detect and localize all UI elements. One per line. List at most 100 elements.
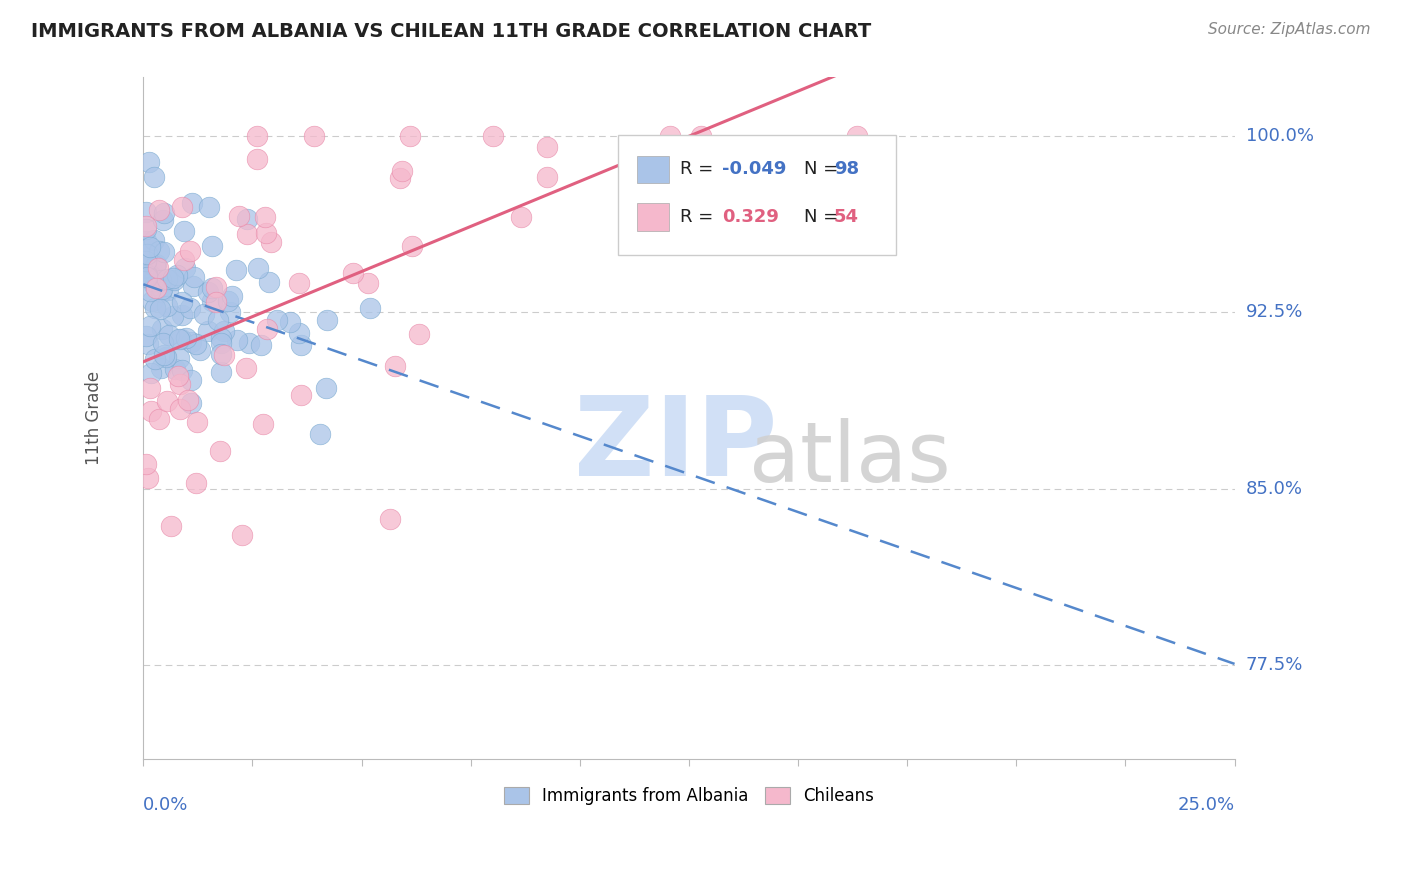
Point [266, 313, 288, 327]
Point [536, 170, 558, 185]
Point [302, 129, 325, 144]
Point [254, 210, 277, 224]
Point [135, 268, 157, 282]
Point [170, 200, 193, 214]
Point [139, 381, 162, 395]
Point [250, 338, 273, 352]
Point [143, 301, 166, 316]
Point [221, 289, 243, 303]
Text: R =: R = [681, 161, 713, 178]
Text: ZIP: ZIP [575, 392, 778, 499]
Point [134, 234, 156, 248]
Point [188, 343, 211, 357]
FancyBboxPatch shape [637, 203, 669, 231]
Point [153, 206, 176, 220]
Point [197, 324, 219, 338]
Point [290, 338, 312, 352]
Point [148, 203, 170, 218]
Point [197, 200, 219, 214]
Text: 77.5%: 77.5% [1246, 656, 1303, 673]
Point [315, 381, 337, 395]
Point [278, 315, 301, 329]
Point [659, 129, 682, 144]
Point [167, 369, 190, 384]
Point [169, 377, 191, 392]
Point [225, 263, 247, 277]
Point [156, 394, 179, 409]
Text: atlas: atlas [749, 418, 950, 500]
Point [252, 417, 274, 431]
Point [143, 351, 166, 366]
Point [219, 305, 242, 319]
Point [201, 281, 224, 295]
Point [167, 332, 190, 346]
Point [254, 226, 277, 240]
Point [399, 129, 422, 144]
Point [150, 322, 173, 336]
Text: 98: 98 [834, 161, 859, 178]
Point [235, 361, 257, 376]
Point [141, 264, 163, 278]
Point [238, 335, 260, 350]
Text: R =: R = [681, 208, 713, 226]
Point [150, 361, 173, 376]
Point [689, 129, 711, 144]
Point [135, 260, 157, 275]
Text: N =: N = [803, 208, 838, 226]
Point [225, 333, 247, 347]
Text: -0.049: -0.049 [721, 161, 786, 178]
Point [201, 294, 224, 309]
Point [536, 140, 558, 154]
Point [172, 308, 194, 322]
Point [136, 268, 159, 282]
Point [139, 319, 162, 334]
Point [209, 444, 232, 458]
Point [209, 347, 232, 361]
Point [141, 294, 163, 309]
Point [315, 313, 337, 327]
Point [139, 240, 162, 254]
Point [357, 276, 380, 290]
Point [257, 276, 280, 290]
Point [342, 266, 364, 280]
Point [388, 171, 411, 186]
Point [142, 278, 165, 293]
Point [207, 313, 229, 327]
FancyBboxPatch shape [637, 156, 669, 183]
Point [149, 273, 172, 287]
Point [179, 301, 201, 316]
Point [160, 518, 183, 533]
Point [201, 239, 224, 253]
Text: 0.329: 0.329 [721, 208, 779, 226]
Point [153, 245, 176, 260]
Point [177, 393, 200, 408]
Point [180, 335, 202, 350]
Point [176, 331, 198, 345]
Point [246, 152, 269, 166]
Point [157, 327, 180, 342]
Point [401, 239, 423, 253]
Point [148, 260, 170, 275]
Point [143, 170, 166, 185]
Point [155, 271, 177, 285]
Point [167, 351, 190, 365]
Point [246, 129, 269, 144]
Point [134, 222, 156, 236]
Point [141, 269, 163, 284]
Point [135, 328, 157, 343]
Point [288, 326, 311, 341]
FancyBboxPatch shape [619, 136, 896, 254]
Point [204, 280, 226, 294]
Point [214, 348, 236, 362]
Point [173, 253, 195, 268]
Point [181, 278, 204, 293]
Text: 25.0%: 25.0% [1177, 797, 1234, 814]
Point [186, 415, 208, 429]
Text: 0.0%: 0.0% [143, 797, 188, 814]
Point [139, 404, 162, 418]
Point [136, 336, 159, 351]
Point [204, 295, 226, 310]
Text: 54: 54 [834, 208, 859, 226]
Point [236, 212, 259, 227]
Point [156, 299, 179, 313]
